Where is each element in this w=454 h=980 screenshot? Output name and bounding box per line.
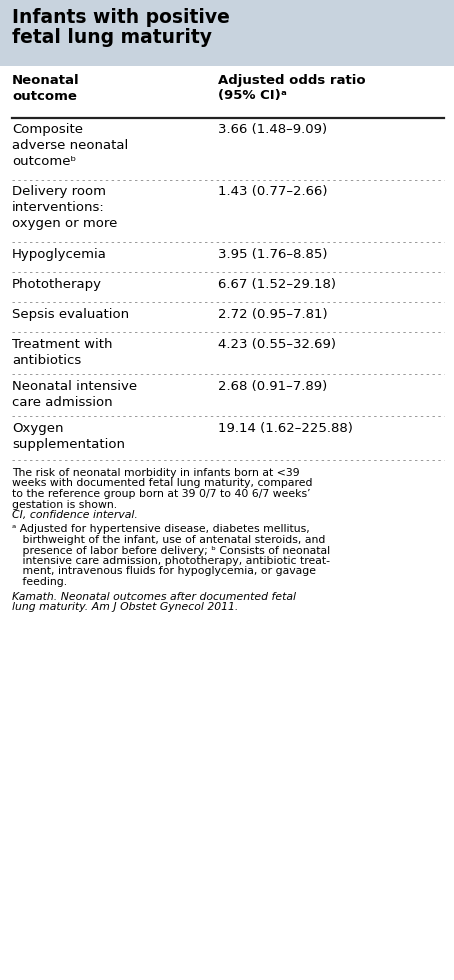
Text: CI, confidence interval.: CI, confidence interval. — [12, 510, 138, 520]
Text: Neonatal intensive
care admission: Neonatal intensive care admission — [12, 380, 137, 409]
Text: lung maturity. Am J Obstet Gynecol 2011.: lung maturity. Am J Obstet Gynecol 2011. — [12, 602, 238, 612]
Text: 3.95 (1.76–8.85): 3.95 (1.76–8.85) — [218, 248, 327, 261]
Text: 19.14 (1.62–225.88): 19.14 (1.62–225.88) — [218, 422, 353, 435]
Text: Delivery room
interventions:
oxygen or more: Delivery room interventions: oxygen or m… — [12, 185, 118, 230]
Text: weeks with documented fetal lung maturity, compared: weeks with documented fetal lung maturit… — [12, 478, 312, 488]
Text: Oxygen
supplementation: Oxygen supplementation — [12, 422, 125, 451]
Text: gestation is shown.: gestation is shown. — [12, 500, 117, 510]
Text: Adjusted odds ratio
(95% CI)ᵃ: Adjusted odds ratio (95% CI)ᵃ — [218, 74, 365, 103]
Text: ᵃ Adjusted for hypertensive disease, diabetes mellitus,: ᵃ Adjusted for hypertensive disease, dia… — [12, 524, 310, 534]
Text: birthweight of the infant, use of antenatal steroids, and: birthweight of the infant, use of antena… — [12, 535, 326, 545]
Text: 4.23 (0.55–32.69): 4.23 (0.55–32.69) — [218, 338, 336, 351]
Text: ment, intravenous fluids for hypoglycemia, or gavage: ment, intravenous fluids for hypoglycemi… — [12, 566, 316, 576]
Text: 6.67 (1.52–29.18): 6.67 (1.52–29.18) — [218, 278, 336, 291]
Text: fetal lung maturity: fetal lung maturity — [12, 28, 212, 47]
Text: 1.43 (0.77–2.66): 1.43 (0.77–2.66) — [218, 185, 327, 198]
Text: 2.68 (0.91–7.89): 2.68 (0.91–7.89) — [218, 380, 327, 393]
Text: intensive care admission, phototherapy, antibiotic treat-: intensive care admission, phototherapy, … — [12, 556, 330, 566]
Text: 2.72 (0.95–7.81): 2.72 (0.95–7.81) — [218, 308, 328, 321]
Text: Infants with positive: Infants with positive — [12, 8, 230, 27]
Text: feeding.: feeding. — [12, 577, 67, 587]
Text: to the reference group born at 39 0/7 to 40 6/7 weeks’: to the reference group born at 39 0/7 to… — [12, 489, 311, 499]
Text: Sepsis evaluation: Sepsis evaluation — [12, 308, 129, 321]
Text: presence of labor before delivery; ᵇ Consists of neonatal: presence of labor before delivery; ᵇ Con… — [12, 546, 330, 556]
Text: 3.66 (1.48–9.09): 3.66 (1.48–9.09) — [218, 123, 327, 136]
Text: The risk of neonatal morbidity in infants born at <39: The risk of neonatal morbidity in infant… — [12, 468, 300, 478]
Text: Treatment with
antibiotics: Treatment with antibiotics — [12, 338, 113, 367]
Text: Neonatal
outcome: Neonatal outcome — [12, 74, 79, 103]
Text: Composite
adverse neonatal
outcomeᵇ: Composite adverse neonatal outcomeᵇ — [12, 123, 128, 168]
Text: Phototherapy: Phototherapy — [12, 278, 102, 291]
Bar — [0, 0, 454, 66]
Text: Hypoglycemia: Hypoglycemia — [12, 248, 107, 261]
Text: Kamath. Neonatal outcomes after documented fetal: Kamath. Neonatal outcomes after document… — [12, 592, 296, 602]
